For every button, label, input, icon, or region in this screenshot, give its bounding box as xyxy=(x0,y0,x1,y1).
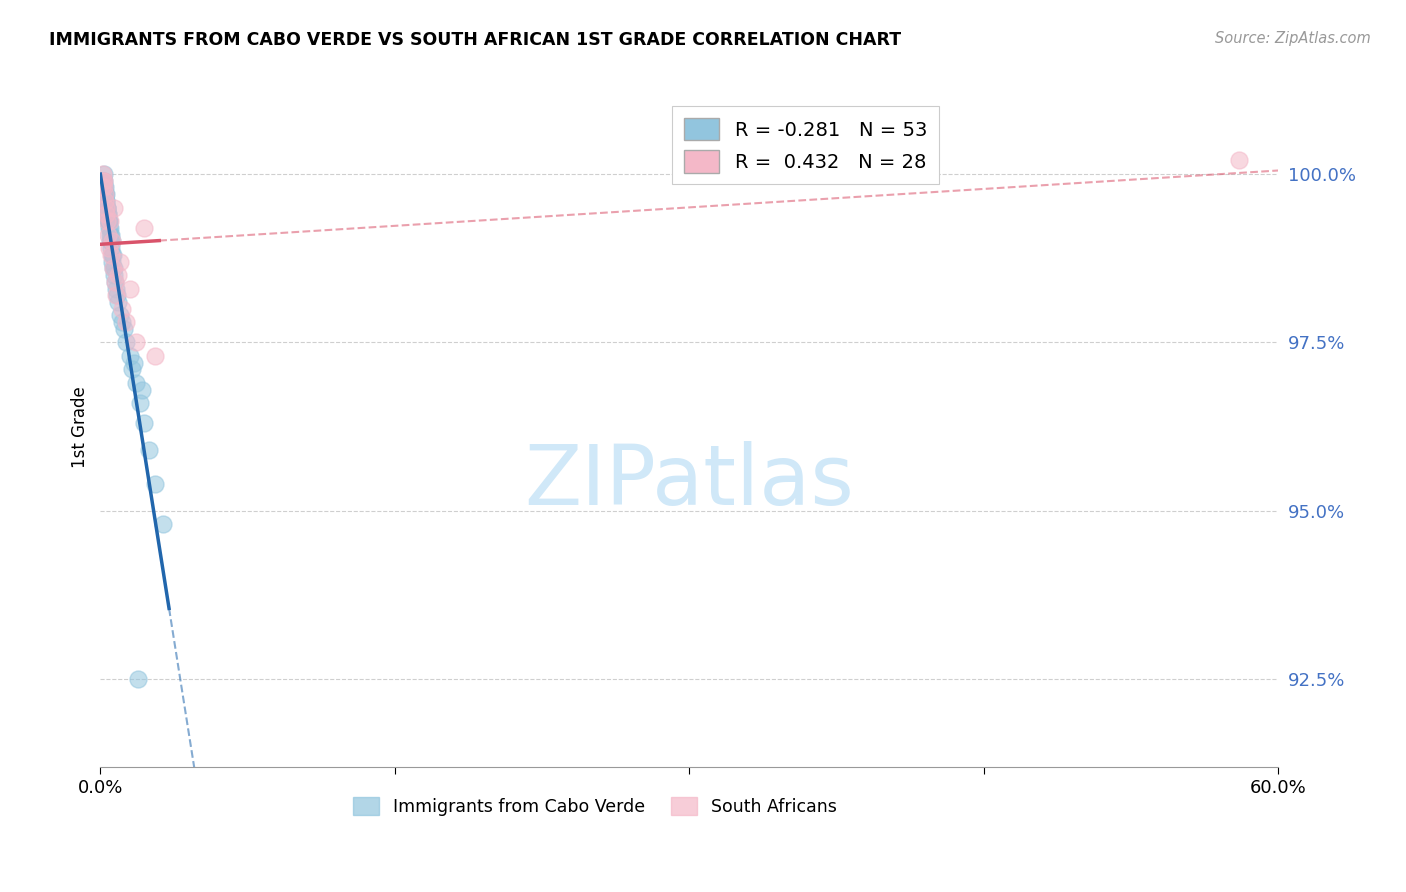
Point xyxy=(98,235,121,249)
Point xyxy=(94,194,117,208)
Point xyxy=(105,281,128,295)
Point xyxy=(96,214,118,228)
Point xyxy=(118,281,141,295)
Point xyxy=(97,207,120,221)
Point xyxy=(96,201,118,215)
Point xyxy=(107,268,129,282)
Point xyxy=(94,187,117,202)
Point xyxy=(101,261,124,276)
Point xyxy=(104,275,127,289)
Text: IMMIGRANTS FROM CABO VERDE VS SOUTH AFRICAN 1ST GRADE CORRELATION CHART: IMMIGRANTS FROM CABO VERDE VS SOUTH AFRI… xyxy=(49,31,901,49)
Point xyxy=(97,214,120,228)
Point xyxy=(94,187,117,202)
Point xyxy=(108,254,131,268)
Point xyxy=(101,254,124,268)
Point xyxy=(97,214,120,228)
Point xyxy=(101,235,124,249)
Point xyxy=(152,517,174,532)
Point xyxy=(131,383,153,397)
Point xyxy=(132,220,155,235)
Point xyxy=(103,268,125,282)
Point xyxy=(100,241,122,255)
Point xyxy=(98,220,121,235)
Point xyxy=(98,227,121,242)
Point xyxy=(132,417,155,431)
Point xyxy=(100,227,122,242)
Point xyxy=(100,235,122,249)
Point xyxy=(101,261,124,276)
Point xyxy=(105,288,128,302)
Point xyxy=(96,201,118,215)
Point xyxy=(138,443,160,458)
Point xyxy=(93,167,115,181)
Text: Source: ZipAtlas.com: Source: ZipAtlas.com xyxy=(1215,31,1371,46)
Point xyxy=(97,214,120,228)
Point xyxy=(100,235,122,249)
Point xyxy=(100,248,122,262)
Point xyxy=(101,248,124,262)
Point xyxy=(121,362,143,376)
Point xyxy=(115,315,138,329)
Point xyxy=(98,241,121,255)
Point xyxy=(111,301,134,316)
Point xyxy=(128,396,150,410)
Point xyxy=(103,201,125,215)
Point xyxy=(100,248,122,262)
Point xyxy=(1227,153,1250,168)
Point xyxy=(103,261,125,276)
Point xyxy=(143,349,166,363)
Point xyxy=(98,214,121,228)
Point xyxy=(97,227,120,242)
Point xyxy=(122,356,145,370)
Point xyxy=(108,309,131,323)
Point xyxy=(125,376,148,390)
Point xyxy=(94,201,117,215)
Point xyxy=(91,174,114,188)
Point xyxy=(104,275,127,289)
Point xyxy=(118,349,141,363)
Legend: Immigrants from Cabo Verde, South Africans: Immigrants from Cabo Verde, South Africa… xyxy=(346,790,844,823)
Point xyxy=(115,335,138,350)
Point xyxy=(98,220,121,235)
Point xyxy=(93,180,115,194)
Point xyxy=(96,194,118,208)
Point xyxy=(93,174,115,188)
Point xyxy=(91,174,114,188)
Point xyxy=(93,180,115,194)
Point xyxy=(97,207,120,221)
Point xyxy=(91,174,114,188)
Point xyxy=(93,187,115,202)
Point xyxy=(93,180,115,194)
Point xyxy=(127,673,149,687)
Point xyxy=(107,295,129,310)
Point xyxy=(94,187,117,202)
Point xyxy=(90,180,112,194)
Point xyxy=(94,194,117,208)
Point xyxy=(96,201,118,215)
Point xyxy=(111,315,134,329)
Point xyxy=(143,476,166,491)
Y-axis label: 1st Grade: 1st Grade xyxy=(72,385,89,467)
Point xyxy=(125,335,148,350)
Point xyxy=(91,180,114,194)
Point xyxy=(105,288,128,302)
Point xyxy=(96,207,118,221)
Point xyxy=(93,174,115,188)
Point xyxy=(112,322,135,336)
Point xyxy=(91,167,114,181)
Text: ZIPatlas: ZIPatlas xyxy=(524,441,855,522)
